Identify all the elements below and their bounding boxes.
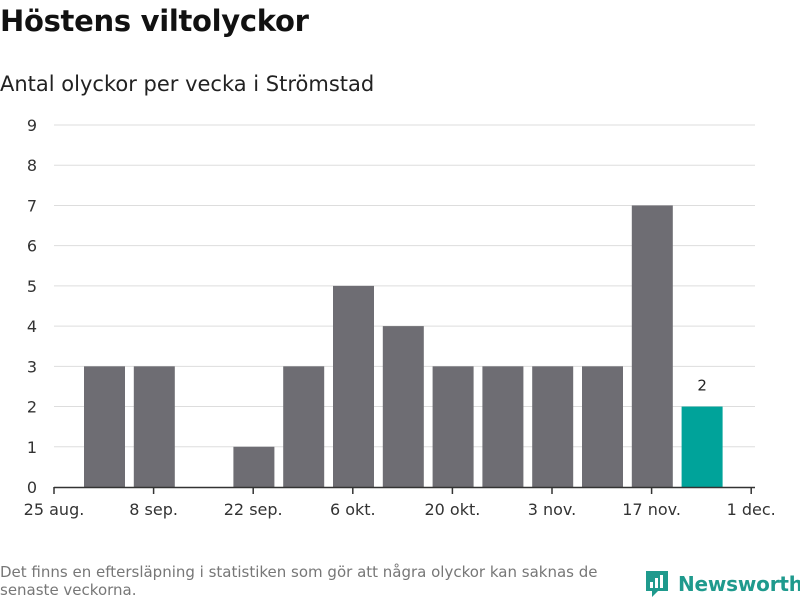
y-tick-label: 5 [27,277,37,296]
y-tick-label: 2 [27,398,37,417]
bar-v47 [681,406,723,487]
bars [84,205,723,487]
y-tick-label: 8 [27,156,37,175]
bar-v41 [382,326,424,487]
bar-v36 [133,366,175,487]
data-labels: 2 [697,377,707,395]
y-tick-label: 1 [27,438,37,457]
x-tick-label: 6 okt. [330,500,376,519]
y-tick-label: 0 [27,478,37,497]
x-tick-label: 3 nov. [528,500,577,519]
y-tick-label: 3 [27,357,37,376]
bar-v40 [333,285,374,487]
bar-v42 [432,366,474,487]
newsworthy-logo-icon [646,571,668,597]
x-tick-label: 25 aug. [24,500,85,519]
y-axis-ticks: 0 1 2 3 4 5 6 7 8 9 [27,116,37,497]
chart-subtitle: Antal olyckor per vecka i Strömstad [0,72,375,96]
chart-title: Höstens viltolyckor [0,4,309,38]
y-tick-label: 7 [27,196,37,215]
bar-v43 [482,366,524,487]
x-tick-label: 1 dec. [727,500,776,519]
bar-v39 [283,366,325,487]
bar-data-label: 2 [697,377,707,395]
footnote: Det finns en eftersläpning i statistiken… [0,563,598,599]
x-tick-label: 22 sep. [224,500,283,519]
x-tick-label: 8 sep. [129,500,178,519]
x-tick-label: 20 okt. [424,500,480,519]
y-tick-label: 9 [27,116,37,135]
x-axis-ticks: 25 aug. 8 sep. 22 sep. 6 okt. 20 okt. 3 nov. 1… [24,487,776,519]
x-tick-label: 17 nov. [622,500,681,519]
bar-v44 [532,366,574,487]
brand-name: Newsworthy [678,572,800,596]
bar-v46 [631,205,673,487]
y-tick-label: 6 [27,237,37,256]
brand-logo[interactable]: Newsworthy [644,567,800,601]
bar-v35 [84,366,125,487]
y-tick-label: 4 [27,317,37,336]
bar-v45 [582,366,623,487]
bar-v38 [233,446,275,487]
